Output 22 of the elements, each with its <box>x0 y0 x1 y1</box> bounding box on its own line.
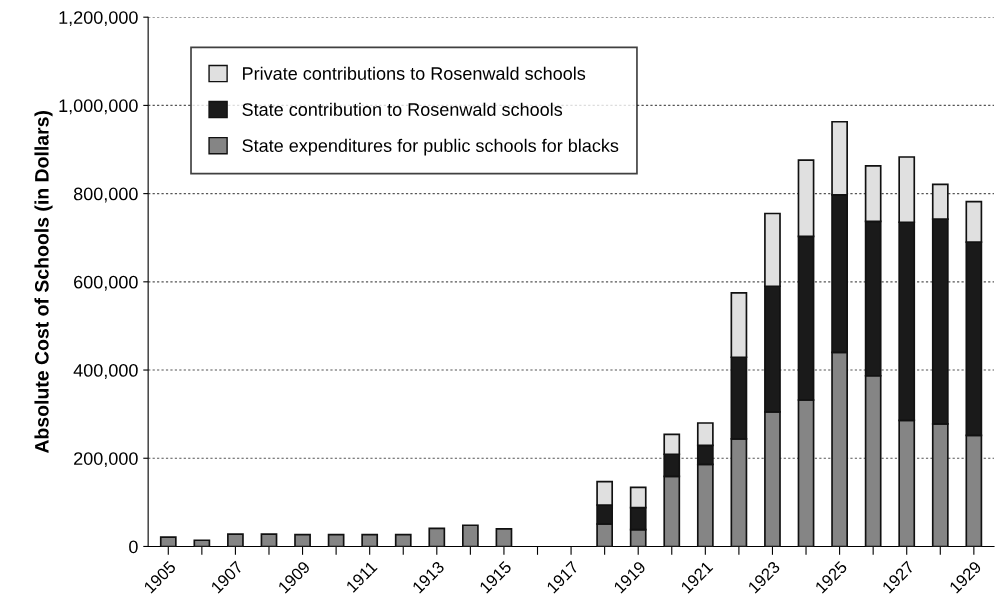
bar <box>428 527 446 547</box>
bar <box>227 533 244 547</box>
legend-label: Private contributions to Rosenwald schools <box>243 66 586 80</box>
y-tick-label: 1,000,000 <box>59 99 138 115</box>
bar <box>294 533 311 547</box>
y-tick-label: 1,200,000 <box>59 11 138 27</box>
y-tick-label: 200,000 <box>74 452 138 468</box>
bar <box>327 533 345 547</box>
y-tick-label: 0 <box>129 540 138 554</box>
y-tick-label: 400,000 <box>73 363 138 379</box>
y-tick-label: 600,000 <box>74 275 138 291</box>
legend-label: State expenditures for public schools for blacks <box>242 138 619 156</box>
bar <box>193 539 211 547</box>
bar <box>260 533 278 547</box>
legend-label: State contribution to Rosenwald schools <box>242 102 563 116</box>
bar <box>159 536 177 547</box>
bar <box>461 524 479 547</box>
y-tick-label: 800,000 <box>73 187 138 203</box>
bar <box>394 533 412 547</box>
y-axis-title: Absolute Cost of Schools (in Dollars) <box>34 111 53 454</box>
bar <box>495 527 513 547</box>
bar <box>361 533 379 547</box>
